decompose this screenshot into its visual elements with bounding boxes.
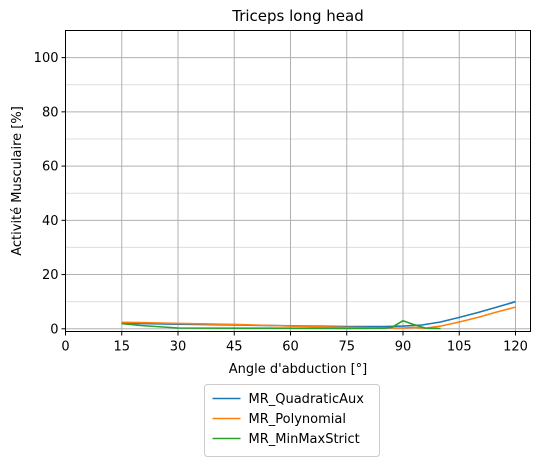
x-tick-label: 30 [170, 340, 187, 355]
x-tick-label: 75 [338, 340, 355, 355]
x-tick-label: 45 [226, 340, 243, 355]
y-tick-label: 100 [34, 51, 59, 66]
legend: MR_QuadraticAux MR_Polynomial MR_MinMaxStr… [205, 385, 380, 457]
y-tick-label: 60 [42, 160, 59, 175]
x-tick-label: 90 [395, 340, 412, 355]
x-tick-label: 105 [447, 340, 472, 355]
y-tick-label: 0 [50, 322, 58, 337]
y-tick-label: 20 [42, 268, 59, 283]
x-axis-label: Angle d'abduction [°] [229, 362, 368, 377]
grid [66, 31, 531, 332]
series-layer [122, 302, 516, 329]
y-tick-label: 40 [42, 214, 59, 229]
legend-label: MR_QuadraticAux [249, 392, 365, 407]
legend-label: MR_Polynomial [249, 412, 346, 427]
legend-label: MR_MinMaxStrict [249, 432, 360, 447]
x-tick-label: 120 [503, 340, 528, 355]
plot-frame [66, 31, 531, 332]
y-axis-label: Activité Musculaire [%] [10, 106, 25, 256]
y-tick-label: 80 [42, 105, 59, 120]
x-tick-label: 15 [113, 340, 130, 355]
ticks: 0 15 30 45 60 75 90 105 120 0 20 40 60 80 100 [34, 51, 528, 354]
x-tick-label: 0 [61, 340, 69, 355]
x-tick-label: 60 [282, 340, 299, 355]
chart-title: Triceps long head [231, 7, 363, 25]
